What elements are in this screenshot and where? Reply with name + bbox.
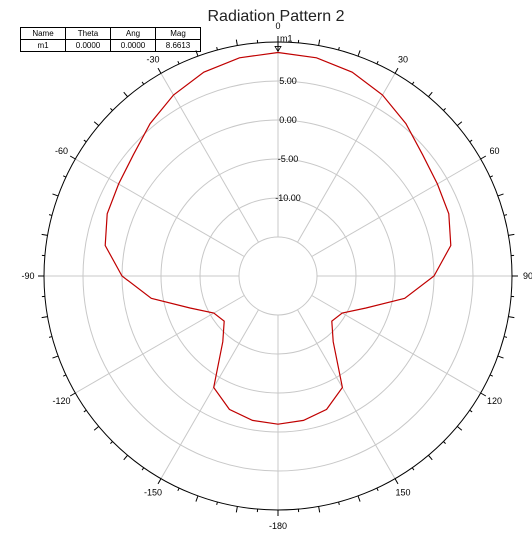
angle-tick	[318, 39, 321, 46]
angle-label: 120	[487, 396, 502, 406]
angle-tick	[123, 454, 128, 461]
angle-tick	[48, 336, 53, 338]
angle-tick	[480, 392, 487, 397]
marker-table-row: m1 0.0000 0.0000 8.6613	[20, 39, 201, 52]
grid-spoke	[75, 295, 245, 394]
angle-tick	[62, 374, 67, 377]
angle-tick	[69, 155, 76, 160]
grid-spoke	[297, 73, 396, 243]
angle-tick	[469, 139, 473, 143]
angle-label: 90	[523, 271, 532, 281]
angle-tick	[195, 495, 199, 502]
angle-label: 150	[395, 488, 410, 498]
angle-tick	[489, 175, 494, 178]
marker-label: m1	[280, 33, 293, 43]
angle-tick	[235, 39, 238, 46]
angle-tick	[394, 478, 399, 485]
angle-tick	[141, 81, 145, 85]
angle-tick	[83, 409, 87, 413]
angle-tick	[456, 121, 463, 126]
angle-tick	[428, 454, 433, 461]
angle-tick	[357, 495, 361, 502]
angle-tick	[357, 50, 361, 57]
marker-table-cell: 8.6613	[155, 39, 201, 52]
ring-label: 0.00	[279, 115, 297, 125]
angle-tick	[216, 46, 218, 51]
angle-tick	[443, 108, 446, 111]
marker-table-cell: m1	[20, 39, 66, 52]
ring-label: 5.00	[279, 76, 297, 86]
angle-tick	[503, 336, 508, 338]
angle-tick	[93, 121, 100, 126]
angle-tick	[497, 355, 504, 359]
angle-tick	[48, 214, 53, 216]
marker-table: Name Theta Ang Mag m1 0.0000 0.0000 8.66…	[20, 27, 201, 52]
angle-tick	[469, 409, 473, 413]
angle-tick	[503, 214, 508, 216]
angle-label: 30	[398, 54, 408, 64]
angle-tick	[110, 441, 113, 444]
angle-tick	[338, 46, 340, 51]
angle-tick	[411, 81, 415, 85]
angle-tick	[318, 506, 321, 513]
angle-tick	[216, 501, 218, 506]
angle-tick	[157, 67, 162, 74]
angle-label: 0	[275, 21, 280, 31]
grid-spoke	[297, 309, 396, 479]
angle-tick	[376, 60, 379, 65]
angle-label: -60	[55, 146, 68, 156]
angle-tick	[489, 374, 494, 377]
grid-spoke	[160, 309, 259, 479]
angle-tick	[93, 426, 100, 431]
angle-label: -120	[52, 396, 70, 406]
grid-ring	[238, 236, 318, 316]
chart-title: Radiation Pattern 2	[207, 8, 345, 25]
grid-spoke	[311, 295, 481, 394]
angle-tick	[456, 426, 463, 431]
angle-tick	[157, 478, 162, 485]
angle-label: -180	[269, 521, 287, 531]
angle-tick	[508, 316, 515, 319]
angle-tick	[110, 108, 113, 111]
angle-label: -30	[146, 54, 159, 64]
angle-tick	[480, 155, 487, 160]
angle-tick	[177, 60, 180, 65]
angle-tick	[235, 506, 238, 513]
angle-tick	[62, 175, 67, 178]
angle-tick	[52, 355, 59, 359]
marker-table-cell: 0.0000	[110, 39, 156, 52]
angle-tick	[338, 501, 340, 506]
angle-tick	[41, 316, 48, 319]
angle-tick	[69, 392, 76, 397]
angle-tick	[123, 91, 128, 98]
ring-label: -5.00	[278, 154, 299, 164]
angle-tick	[177, 487, 180, 492]
grid-spoke	[160, 73, 259, 243]
angle-tick	[83, 139, 87, 143]
angle-tick	[443, 441, 446, 444]
angle-label: 60	[489, 146, 499, 156]
grid-spoke	[311, 158, 481, 257]
angle-tick	[41, 233, 48, 236]
angle-tick	[428, 91, 433, 98]
angle-tick	[411, 467, 415, 471]
angle-tick	[497, 193, 504, 197]
angle-tick	[394, 67, 399, 74]
angle-tick	[195, 50, 199, 57]
angle-label: -150	[144, 488, 162, 498]
series-line	[104, 51, 452, 425]
angle-tick	[141, 467, 145, 471]
angle-tick	[376, 487, 379, 492]
ring-label: -10.00	[275, 193, 301, 203]
angle-label: -90	[21, 271, 34, 281]
marker-arrow	[274, 46, 282, 53]
angle-tick	[52, 193, 59, 197]
grid-spoke	[75, 158, 245, 257]
angle-tick	[508, 233, 515, 236]
